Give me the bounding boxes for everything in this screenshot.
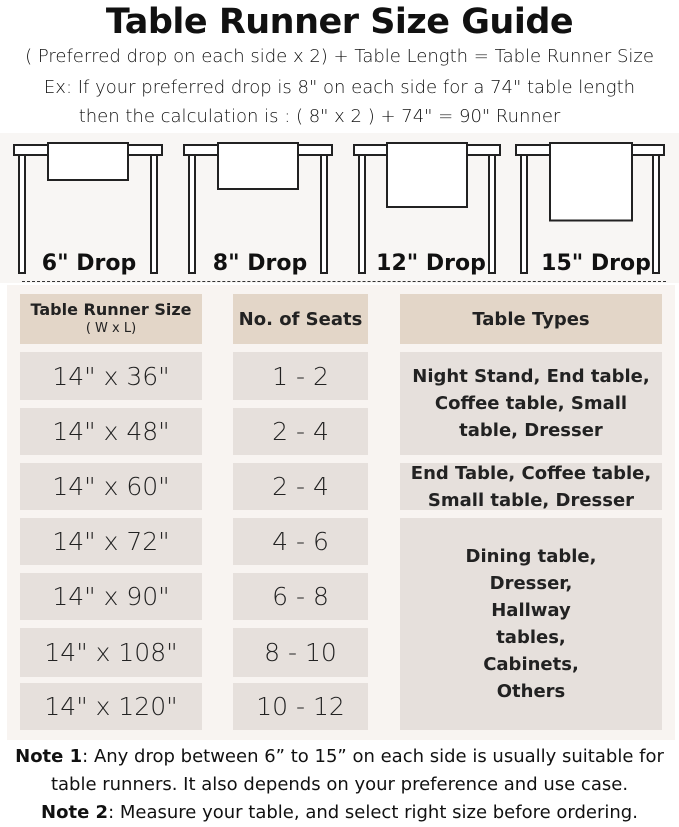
table-drop-diagram <box>353 142 501 274</box>
runner <box>47 142 129 181</box>
types-cell-medium: End Table, Coffee table, Small table, Dr… <box>400 463 662 511</box>
note-1-cont: table runners. It also depends on your p… <box>50 774 629 795</box>
table-drop-diagram <box>515 142 665 274</box>
note-2-label: Note 2 <box>41 802 109 823</box>
header-size: Table Runner Size ( W x L) <box>20 294 202 344</box>
dashed-divider <box>22 281 666 282</box>
drop-label-8: 8" Drop <box>212 251 308 276</box>
drop-label-12: 12" Drop <box>376 251 486 276</box>
runner <box>217 142 299 190</box>
seats-cell: 2 - 4 <box>233 463 368 510</box>
header-size-sub: ( W x L) <box>85 321 137 336</box>
runner <box>549 142 633 222</box>
types-cell-large: Dining table, Dresser, Hallway tables, C… <box>400 518 662 730</box>
note-1-label: Note 1 <box>15 746 83 767</box>
types-cell-small: Night Stand, End table, Coffee table, Sm… <box>400 352 662 455</box>
size-cell: 14" x 60" <box>20 463 202 510</box>
size-cell: 14" x 36" <box>20 352 202 400</box>
size-cell: 14" x 120" <box>20 683 202 730</box>
size-cell: 14" x 108" <box>20 628 202 677</box>
seats-cell: 4 - 6 <box>233 518 368 565</box>
seats-cell: 2 - 4 <box>233 408 368 455</box>
drop-label-6: 6" Drop <box>41 251 137 276</box>
drop-illustrations <box>0 133 679 283</box>
header-size-label: Table Runner Size <box>30 300 192 319</box>
formula-text: ( Preferred drop on each side x 2) + Tab… <box>25 46 654 67</box>
example-line-1: Ex: If your preferred drop is 8" on each… <box>43 77 636 98</box>
note-2-text: : Measure your table, and select right s… <box>108 802 638 823</box>
header-types: Table Types <box>400 294 662 344</box>
runner <box>386 142 468 208</box>
size-cell: 14" x 90" <box>20 573 202 620</box>
note-2: Note 2: Measure your table, and select r… <box>0 799 679 827</box>
table-drop-diagram <box>13 142 163 274</box>
drop-label-15: 15" Drop <box>541 251 651 276</box>
note-1: Note 1: Any drop between 6” to 15” on ea… <box>0 743 679 771</box>
drop-diagrams <box>13 142 665 274</box>
size-cell: 14" x 48" <box>20 408 202 455</box>
seats-cell: 8 - 10 <box>233 628 368 677</box>
seats-cell: 1 - 2 <box>233 352 368 400</box>
note-1-text: : Any drop between 6” to 15” on each sid… <box>82 746 664 767</box>
size-cell: 14" x 72" <box>20 518 202 565</box>
seats-cell: 6 - 8 <box>233 573 368 620</box>
header-seats: No. of Seats <box>233 294 368 344</box>
example-line-2: then the calculation is : ( 8" x 2 ) + 7… <box>78 106 561 127</box>
table-drop-diagram <box>183 142 333 274</box>
seats-cell: 10 - 12 <box>233 683 368 730</box>
page-title: Table Runner Size Guide <box>105 2 574 42</box>
